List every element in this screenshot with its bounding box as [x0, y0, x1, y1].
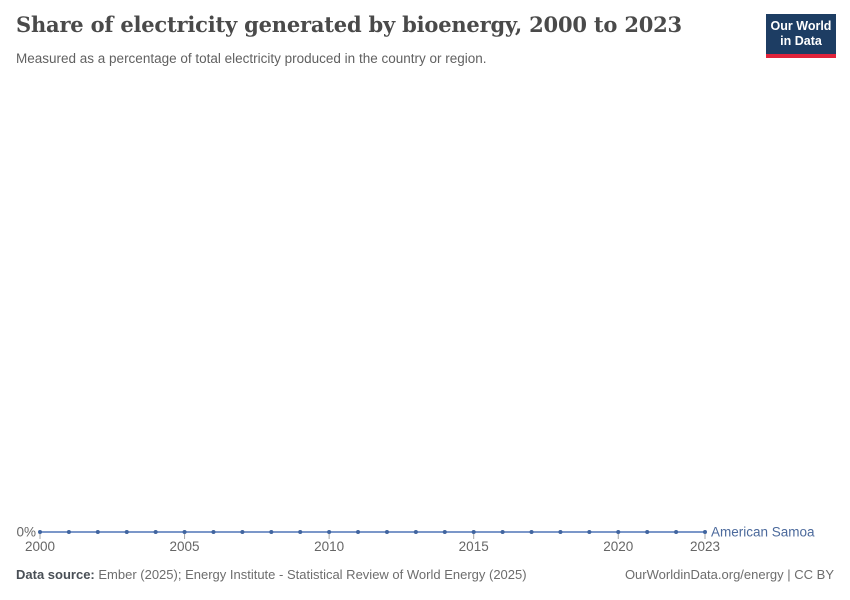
data-source-text: Ember (2025); Energy Institute - Statist… — [94, 567, 527, 582]
data-point[interactable] — [38, 530, 42, 534]
data-point[interactable] — [500, 530, 505, 534]
chart-footer: Data source: Ember (2025); Energy Instit… — [16, 567, 834, 582]
data-point[interactable] — [182, 530, 187, 534]
data-point[interactable] — [471, 530, 476, 534]
data-point[interactable] — [413, 530, 418, 534]
owid-logo[interactable]: Our World in Data — [766, 14, 836, 58]
footer-link[interactable]: OurWorldinData.org/energy | CC BY — [624, 567, 834, 582]
data-point[interactable] — [442, 530, 447, 534]
data-point[interactable] — [587, 530, 592, 534]
data-point[interactable] — [153, 530, 158, 534]
x-axis-tick-label: 2010 — [314, 539, 344, 554]
data-point[interactable] — [356, 530, 361, 534]
data-point[interactable] — [384, 530, 389, 534]
x-axis-tick-label: 2023 — [690, 539, 720, 554]
x-axis-tick-label: 2015 — [459, 539, 489, 554]
data-point[interactable] — [269, 530, 274, 534]
data-point[interactable] — [616, 530, 621, 534]
logo-text-line1: Our World — [770, 19, 832, 33]
data-point[interactable] — [211, 530, 216, 534]
series-label[interactable]: American Samoa — [711, 525, 815, 540]
chart-subtitle: Measured as a percentage of total electr… — [16, 51, 487, 66]
data-point[interactable] — [529, 530, 534, 534]
y-axis-tick-label: 0% — [16, 525, 36, 540]
data-point[interactable] — [558, 530, 563, 534]
data-point[interactable] — [95, 530, 100, 534]
data-point[interactable] — [703, 530, 707, 534]
data-point[interactable] — [124, 530, 129, 534]
x-axis-tick-label: 2005 — [170, 539, 200, 554]
logo-text-line2: in Data — [780, 34, 822, 48]
x-axis-tick-label: 2020 — [603, 539, 633, 554]
data-point[interactable] — [66, 530, 71, 534]
data-source: Data source: Ember (2025); Energy Instit… — [16, 567, 527, 582]
data-point[interactable] — [674, 530, 679, 534]
chart-title: Share of electricity generated by bioene… — [16, 12, 682, 37]
data-point[interactable] — [645, 530, 650, 534]
x-axis-tick-label: 2000 — [25, 539, 55, 554]
data-source-label: Data source: — [16, 567, 95, 582]
data-point[interactable] — [240, 530, 245, 534]
data-point[interactable] — [327, 530, 332, 534]
data-point[interactable] — [298, 530, 303, 534]
